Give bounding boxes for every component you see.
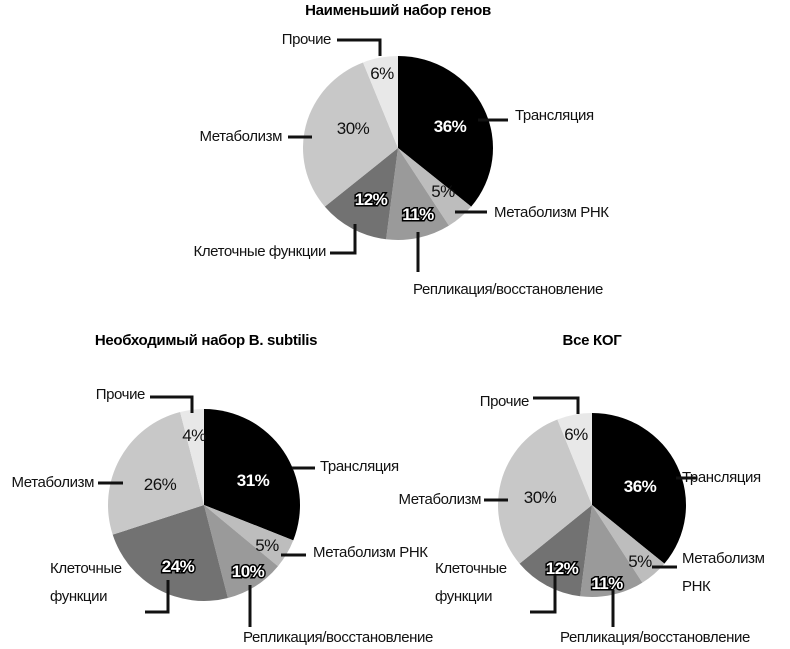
leader-line bbox=[530, 575, 557, 614]
pie-slice bbox=[204, 409, 300, 541]
pie-slice bbox=[592, 413, 686, 564]
pie-slice bbox=[204, 505, 294, 567]
category-label: Прочие bbox=[479, 393, 530, 410]
pie-slice bbox=[498, 419, 592, 564]
leader-line bbox=[145, 580, 170, 614]
value-label: 4% bbox=[182, 426, 206, 445]
category-label: Метаболизм РНК bbox=[313, 544, 428, 561]
category-label: Метаболизм bbox=[199, 128, 283, 145]
category-label: Клеточные функции bbox=[435, 560, 507, 605]
leader-line bbox=[150, 395, 194, 413]
value-label: 11% bbox=[402, 205, 434, 224]
value-label: 31% bbox=[237, 471, 270, 490]
pie-slice bbox=[180, 409, 204, 505]
category-label: Метаболизм РНК bbox=[494, 204, 609, 221]
value-label: 6% bbox=[370, 64, 394, 83]
value-label: 5% bbox=[255, 536, 279, 555]
category-label: Прочие bbox=[281, 31, 332, 48]
chart-title: Наименьший набор генов bbox=[305, 2, 491, 19]
pie-slice bbox=[386, 148, 449, 241]
chart-title: Все КОГ bbox=[562, 332, 622, 349]
pie-slice bbox=[519, 505, 592, 597]
pie-slice bbox=[303, 62, 398, 207]
leader-line bbox=[330, 224, 357, 255]
pie-slice bbox=[398, 56, 494, 207]
category-label: Метаболизм РНК bbox=[682, 550, 765, 595]
category-label: Репликация/восстановление bbox=[243, 629, 433, 646]
value-label: 12% bbox=[546, 559, 579, 578]
value-label: 36% bbox=[434, 117, 467, 136]
value-label: 10% bbox=[232, 562, 265, 581]
category-label: Прочие bbox=[95, 386, 146, 403]
category-label: Трансляция bbox=[320, 458, 399, 475]
category-label: Клеточные функции bbox=[50, 560, 122, 605]
category-label: Репликация/восстановление bbox=[413, 281, 603, 298]
value-label: 26% bbox=[144, 475, 177, 494]
pie-slice bbox=[112, 505, 228, 602]
pie-slice bbox=[580, 505, 643, 597]
category-label: Трансляция bbox=[515, 107, 594, 124]
category-label: Репликация/восстановление bbox=[560, 629, 750, 646]
value-label: 36% bbox=[624, 477, 657, 496]
pie-slice bbox=[363, 56, 398, 148]
pie-slice bbox=[107, 412, 204, 535]
pie-slice bbox=[204, 505, 278, 598]
value-label: 5% bbox=[431, 182, 455, 201]
pie-slice bbox=[557, 413, 592, 505]
category-label: Клеточные функции bbox=[193, 243, 326, 260]
pie-slice bbox=[398, 148, 472, 226]
value-label: 6% bbox=[564, 425, 588, 444]
value-label: 12% bbox=[355, 190, 388, 209]
category-label: Метаболизм bbox=[11, 474, 95, 491]
category-label: Трансляция bbox=[682, 469, 761, 486]
pie-slice bbox=[324, 148, 398, 240]
value-label: 24% bbox=[162, 557, 195, 576]
chart-title: Необходимый набор B. subtilis bbox=[94, 332, 318, 349]
leader-line bbox=[337, 38, 382, 56]
value-label: 30% bbox=[524, 488, 557, 507]
pie-slice bbox=[592, 505, 665, 583]
value-label: 5% bbox=[628, 552, 652, 571]
category-label: Метаболизм bbox=[398, 491, 482, 508]
leader-line bbox=[533, 396, 580, 414]
value-label: 30% bbox=[337, 119, 370, 138]
value-label: 11% bbox=[591, 574, 623, 593]
